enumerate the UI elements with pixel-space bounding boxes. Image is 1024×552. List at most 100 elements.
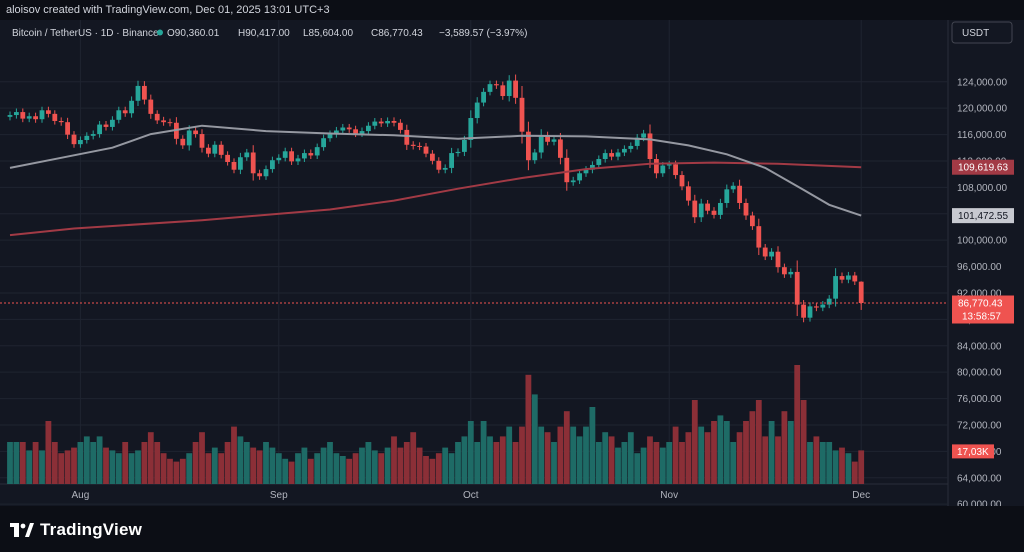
candle-body: [225, 154, 230, 162]
candle-body: [308, 153, 314, 156]
candle-body: [404, 129, 410, 145]
chart-canvas[interactable]: 124,000.00120,000.00116,000.00112,000.00…: [0, 20, 1016, 506]
candle-body: [110, 119, 115, 127]
volume-bar: [493, 442, 500, 484]
chart-grid: [0, 20, 949, 506]
candle-body: [583, 169, 589, 174]
price-axis[interactable]: 124,000.00120,000.00116,000.00112,000.00…: [957, 77, 1007, 506]
volume-bar: [672, 426, 679, 484]
candle-body: [551, 139, 557, 142]
candle-body: [762, 247, 768, 257]
candle-body: [634, 137, 640, 146]
candle-body: [730, 185, 736, 190]
candle-body: [481, 91, 486, 103]
candle-body: [794, 271, 800, 305]
volume-bar: [435, 453, 442, 484]
price-tick-label: 60,000.00: [957, 500, 1002, 506]
candle-body: [71, 134, 77, 145]
candle-body: [506, 80, 512, 97]
volume-bar: [442, 447, 449, 484]
volume-bar: [480, 421, 487, 484]
candle-body: [417, 145, 422, 147]
candle-countdown: 13:58:57: [962, 311, 1001, 322]
candlesticks: [7, 74, 864, 323]
volume-bar: [826, 442, 833, 484]
volume-bar: [832, 450, 839, 484]
volume-bar: [666, 442, 673, 484]
candle-body: [692, 200, 698, 218]
price-tick-label: 92,000.00: [957, 288, 1002, 299]
volume-bar: [512, 442, 519, 484]
volume-bar: [192, 442, 199, 484]
candle-body: [302, 153, 307, 159]
volume-bar: [685, 432, 692, 484]
volume-bar: [698, 426, 705, 484]
candle-body: [129, 100, 134, 114]
price-chart[interactable]: 124,000.00120,000.00116,000.00112,000.00…: [0, 20, 1016, 506]
volume-bar: [186, 453, 193, 484]
candle-body: [33, 116, 38, 120]
volume-bar: [90, 442, 97, 484]
volume-bar: [858, 450, 865, 484]
candle-body: [814, 306, 819, 308]
volume-bar: [839, 447, 845, 484]
candle-body: [577, 173, 582, 181]
tradingview-logo[interactable]: TradingView: [10, 520, 142, 540]
volume-bar: [499, 436, 506, 484]
market-status-dot: [157, 29, 163, 36]
candle-body: [122, 110, 128, 114]
candle-body: [449, 153, 454, 168]
volume-bar: [179, 458, 186, 484]
candle-body: [801, 304, 806, 318]
candle-body: [135, 85, 141, 101]
volume-bar: [103, 447, 109, 484]
svg-text:109,619.63: 109,619.63: [958, 163, 1008, 174]
volume-bar: [167, 458, 173, 484]
volume-bar: [813, 436, 820, 484]
candle-body: [282, 151, 288, 158]
volume-bar: [640, 447, 647, 484]
ma200-line: [9, 161, 862, 237]
candle-body: [244, 152, 250, 158]
candle-body: [666, 164, 672, 166]
candle-body: [769, 251, 774, 257]
volume-bar: [173, 461, 180, 484]
svg-text:17,03K: 17,03K: [957, 447, 989, 458]
time-tick-label: Sep: [270, 490, 288, 501]
candle-body: [90, 134, 96, 136]
candle-body: [519, 97, 525, 132]
candle-body: [167, 122, 173, 124]
volume-bar: [621, 442, 628, 484]
volume-bar: [307, 458, 314, 484]
volume-bar: [704, 432, 711, 484]
candle-body: [84, 135, 90, 141]
candle-body: [289, 151, 294, 162]
candle-body: [775, 251, 781, 268]
volume-bar: [762, 436, 769, 484]
price-tick-label: 96,000.00: [957, 262, 1002, 273]
candle-body: [455, 151, 461, 154]
creator-credit: aloisov created with TradingView.com, De…: [6, 4, 330, 16]
volume-bar: [224, 442, 231, 484]
volume-bar: [352, 453, 359, 484]
volume-bar: [45, 421, 52, 484]
volume-bar: [327, 442, 333, 484]
candle-body: [839, 276, 845, 280]
currency-button[interactable]: USDT: [951, 21, 1013, 44]
price-tick-label: 100,000.00: [957, 236, 1007, 247]
price-tick-label: 124,000.00: [957, 77, 1007, 88]
volume-bar: [653, 442, 660, 484]
time-axis[interactable]: Aug Sep Oct Nov Dec: [72, 490, 871, 501]
volume-bar: [51, 442, 58, 484]
candle-body: [276, 157, 282, 161]
ma50-line: [9, 124, 862, 217]
volume-bar: [525, 374, 532, 484]
volume-bar: [269, 447, 276, 484]
volume-bar: [845, 453, 852, 484]
ma200-price-label: 109,619.63: [952, 159, 1014, 175]
volume-bar: [800, 400, 807, 484]
volume-bar: [576, 436, 583, 484]
candle-body: [346, 127, 352, 130]
volume-bar: [211, 447, 218, 484]
volume-bar: [768, 421, 775, 484]
